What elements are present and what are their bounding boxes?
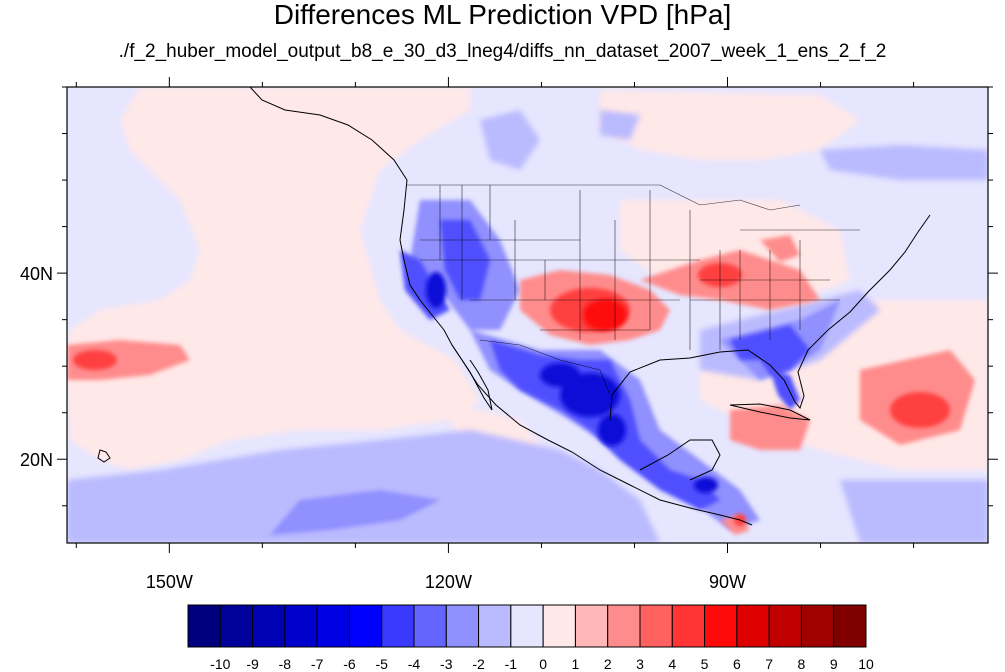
plot-subtitle: ./f_2_huber_model_output_b8_e_30_d3_lneg… xyxy=(118,41,887,62)
colorbar-label: 2 xyxy=(604,656,612,672)
colorbar-swatch xyxy=(348,604,383,648)
colorbar-label: 9 xyxy=(830,656,838,672)
colorbar-label: 7 xyxy=(765,656,773,672)
anomaly-field xyxy=(67,87,988,543)
colorbar-swatch xyxy=(639,604,673,648)
colorbar-swatch xyxy=(768,604,802,648)
yucatan-coast xyxy=(639,439,721,481)
colorbar-label: 5 xyxy=(701,656,709,672)
baja-peninsula xyxy=(451,344,493,411)
colorbar: -10 -9 -8 -7 -6 -5 -4 -3 -2 -1 0 1 2 3 4 5 6 7 8 9 10 xyxy=(187,604,874,672)
pacific-coast xyxy=(399,179,753,526)
political-boundaries xyxy=(407,184,860,396)
colorbar-label: -5 xyxy=(375,656,388,672)
axis-ticks: 150W 120W 90W 40N 20N xyxy=(20,77,998,592)
colorbar-swatch xyxy=(510,604,544,648)
colorbar-label: 1 xyxy=(572,656,580,672)
colorbar-swatch xyxy=(542,604,576,648)
colorbar-label: 8 xyxy=(798,656,806,672)
map-frame xyxy=(66,86,989,544)
colorbar-label: -8 xyxy=(279,656,292,672)
colorbar-label: -10 xyxy=(210,656,230,672)
colorbar-label: -1 xyxy=(505,656,518,672)
colorbar-swatch xyxy=(413,604,447,648)
colorbar-swatch xyxy=(252,604,286,648)
colorbar-swatch xyxy=(833,604,867,648)
colorbar-swatch xyxy=(219,604,254,648)
colorbar-label: 10 xyxy=(858,656,874,672)
colorbar-swatch xyxy=(607,604,641,648)
map-panel: 150W 120W 90W 40N 20N xyxy=(20,77,998,592)
lat-tick-label: 20N xyxy=(20,450,53,470)
colorbar-swatch xyxy=(316,604,350,648)
alaska-coast xyxy=(249,87,408,181)
colorbar-swatch xyxy=(284,604,318,648)
lon-tick-label: 120W xyxy=(425,572,472,592)
deep-negative-cores xyxy=(426,272,718,493)
colorbar-swatch xyxy=(478,604,512,648)
gulf-coast xyxy=(609,214,931,421)
coastlines xyxy=(97,87,931,526)
colorbar-label: 4 xyxy=(668,656,676,672)
colorbar-label: 0 xyxy=(539,656,547,672)
colorbar-label: 3 xyxy=(636,656,644,672)
colorbar-label: -3 xyxy=(440,656,453,672)
colorbar-swatch xyxy=(800,604,835,648)
colorbar-swatch xyxy=(671,604,706,648)
colorbar-swatch xyxy=(187,604,221,648)
colorbar-swatch xyxy=(704,604,738,648)
colorbar-label: 6 xyxy=(733,656,741,672)
colorbar-swatch xyxy=(736,604,770,648)
lon-tick-label: 150W xyxy=(146,572,193,592)
colorbar-label: -7 xyxy=(311,656,324,672)
colorbar-swatch xyxy=(445,604,480,648)
colorbar-swatch xyxy=(574,604,609,648)
plot-title: Differences ML Prediction VPD [hPa] xyxy=(273,0,732,30)
cuba xyxy=(729,403,811,421)
colorbar-label: -2 xyxy=(472,656,485,672)
lat-tick-label: 40N xyxy=(20,264,53,284)
peak-positive-core xyxy=(583,299,627,331)
colorbar-label: -6 xyxy=(343,656,356,672)
hawaii xyxy=(97,449,111,463)
colorbar-label: -4 xyxy=(408,656,421,672)
colorbar-swatch xyxy=(381,604,415,648)
lon-tick-label: 90W xyxy=(709,572,746,592)
colorbar-label: -9 xyxy=(246,656,259,672)
